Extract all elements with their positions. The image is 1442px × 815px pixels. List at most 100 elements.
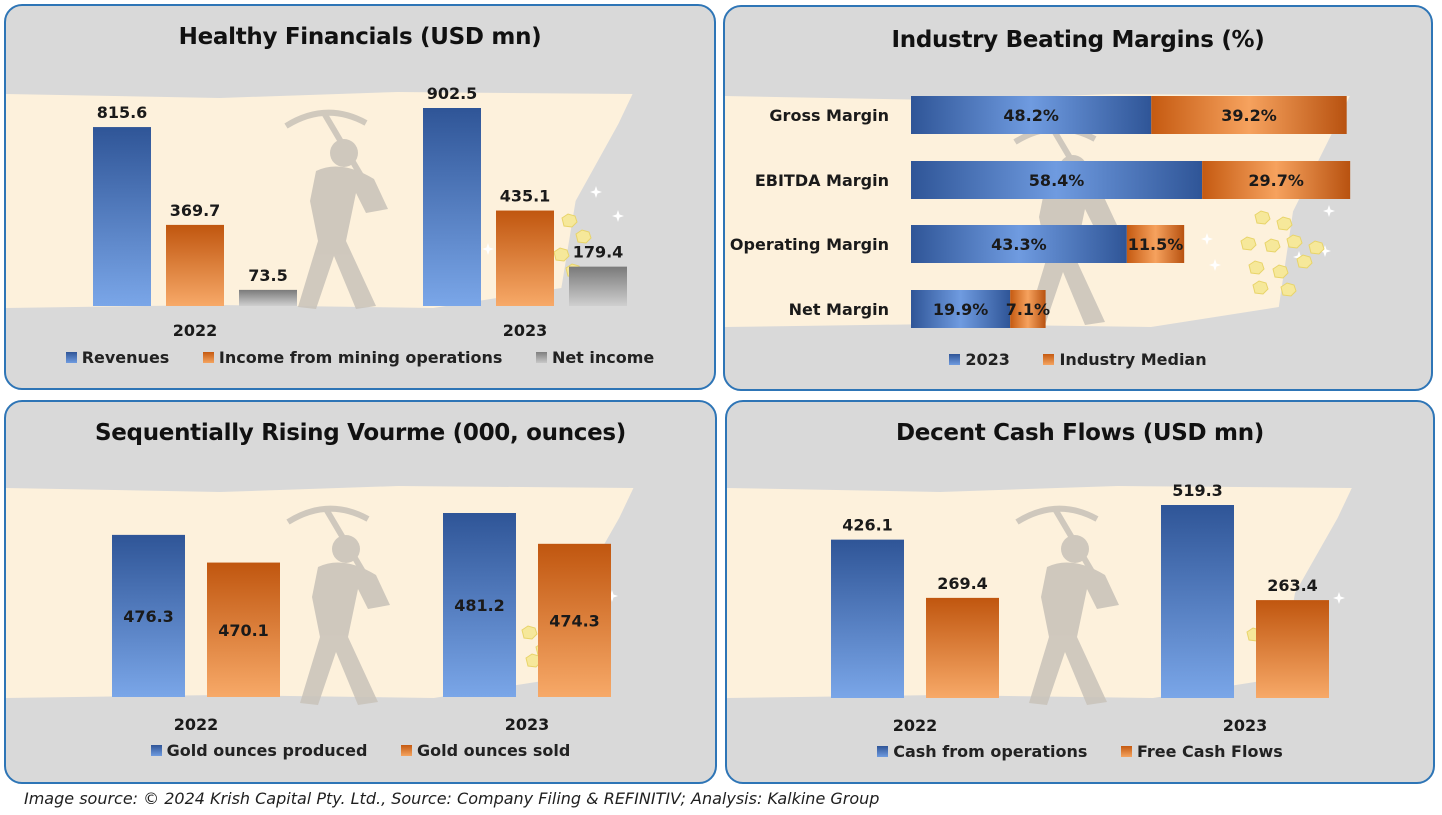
bar-gold-ounces-sold: [538, 543, 611, 697]
gold-nugget: [1252, 280, 1269, 295]
cashflows-chart: 426.1 269.4 2022 519.3 263.4 2023: [727, 481, 1352, 735]
legend-item-revenues: Revenues: [65, 348, 169, 367]
sparkle: [590, 186, 602, 198]
bar-revenues: [423, 108, 481, 306]
bar-cash-from-operations: [1161, 505, 1234, 698]
data-label: 73.5: [248, 266, 287, 285]
sparkle: [1293, 251, 1305, 263]
pickaxe-handle: [321, 111, 379, 203]
bar-free-cash-flows: [926, 597, 999, 698]
category-label: 2022: [893, 716, 938, 735]
legend-label: Cash from operations: [893, 742, 1088, 761]
gold-nugget: [1240, 236, 1257, 251]
bar-revenues: [93, 127, 151, 307]
sparkle: [606, 590, 618, 602]
gold-nugget: [1286, 234, 1303, 249]
pickaxe-handle: [323, 507, 381, 599]
margins-chart: 48.2% 39.2% Gross Margin 58.4% 29.7% EBITDA M…: [725, 94, 1351, 328]
sparkle: [1323, 205, 1335, 217]
data-label: 476.3: [123, 607, 174, 626]
category-label: 2022: [174, 715, 219, 734]
legend-label: Gold ounces sold: [417, 741, 571, 760]
category-label: EBITDA Margin: [755, 171, 889, 190]
miner-icon: [286, 505, 390, 705]
gold-nugget: [1272, 264, 1289, 279]
pickaxe-handle: [1052, 507, 1110, 599]
legend-swatch: [202, 352, 214, 363]
legend-item-net-income: Net income: [535, 348, 654, 367]
legend-label: 2023: [965, 350, 1010, 369]
bar-cash-from-operations: [831, 539, 904, 698]
bar-2023: [911, 96, 1152, 134]
miner-icon: [1015, 505, 1119, 705]
data-label: 474.3: [549, 611, 600, 630]
gold-nugget: [575, 229, 592, 244]
margins-panel: 48.2% 39.2% Gross Margin 58.4% 29.7% EBITDA M…: [723, 5, 1433, 391]
data-label: 48.2%: [1003, 106, 1059, 125]
financials-legend: Revenues Income from mining operations N…: [6, 348, 714, 367]
miner-body: [1029, 562, 1119, 705]
data-label: 11.5%: [1128, 235, 1184, 254]
data-label: 58.4%: [1029, 171, 1085, 190]
miner-body: [300, 562, 390, 705]
data-label: 426.1: [842, 516, 893, 535]
legend-label: Free Cash Flows: [1136, 742, 1283, 761]
bar-industry-median: [1151, 96, 1347, 134]
bar-2023: [911, 290, 1011, 328]
bar-industry-median: [1202, 161, 1351, 199]
cashflows-legend: Cash from operations Free Cash Flows: [727, 742, 1433, 761]
legend-item-2023: 2023: [949, 350, 1010, 369]
sparkle: [1201, 233, 1213, 245]
bar-net-income: [239, 289, 297, 306]
miner-icon: [284, 109, 388, 309]
margins-legend: 2023 Industry Median: [725, 350, 1431, 369]
category-label: Gross Margin: [769, 106, 889, 125]
legend-item-fcf: Free Cash Flows: [1120, 742, 1283, 761]
gold-nugget: [553, 247, 570, 262]
legend-label: Industry Median: [1059, 350, 1207, 369]
volume-title: Sequentially Rising Vourme (000, ounces): [94, 420, 627, 446]
volume-chart: 476.3 470.1 2022 481.2 474.3 2023: [6, 486, 634, 734]
category-label: 2023: [503, 321, 548, 340]
data-label: 29.7%: [1248, 171, 1304, 190]
legend-swatch: [535, 352, 547, 363]
bar-income-from-mining-operations: [496, 210, 554, 306]
legend-label: Gold ounces produced: [166, 741, 368, 760]
legend-swatch: [1043, 354, 1055, 365]
volume-legend: Gold ounces produced Gold ounces sold: [6, 741, 715, 760]
miner-body: [298, 166, 388, 309]
sparkle: [482, 243, 494, 255]
legend-swatch: [949, 354, 961, 365]
bar-income-from-mining-operations: [166, 224, 224, 306]
data-label: 435.1: [500, 187, 551, 206]
data-label: 815.6: [97, 103, 148, 122]
margins-title: Industry Beating Margins (%): [891, 27, 1265, 53]
gold-nugget: [521, 625, 538, 640]
category-label: 2023: [505, 715, 550, 734]
financials-panel: 815.6 369.7 73.5 2022 902.5 435.1 179.4 2023 He…: [4, 4, 716, 390]
gold-nugget: [561, 213, 578, 228]
financials-chart: 815.6 369.7 73.5 2022 902.5 435.1 179.4 2023: [6, 84, 633, 340]
gold-nugget: [1248, 260, 1265, 275]
gold-nugget: [1254, 210, 1271, 225]
bar-net-income: [569, 266, 627, 306]
bar-gold-ounces-produced: [443, 513, 516, 697]
gold-nugget: [1276, 216, 1293, 231]
bar-free-cash-flows: [1256, 600, 1329, 698]
gold-nugget: [1280, 282, 1297, 297]
legend-item-sold: Gold ounces sold: [401, 741, 570, 760]
financials-title: Healthy Financials (USD mn): [178, 24, 542, 50]
data-label: 369.7: [170, 201, 221, 220]
category-label: Net Margin: [789, 300, 889, 319]
bar-industry-median: [1126, 225, 1185, 263]
legend-item-industry-median: Industry Median: [1043, 350, 1207, 369]
data-label: 519.3: [1172, 481, 1223, 500]
legend-swatch: [877, 746, 889, 757]
bar-industry-median: [1010, 290, 1046, 328]
sparkle: [612, 210, 624, 222]
data-label: 179.4: [573, 243, 624, 262]
category-label: 2023: [1223, 716, 1268, 735]
cashflows-panel: 426.1 269.4 2022 519.3 263.4 2023 Decent Cash…: [725, 400, 1435, 784]
data-label: 263.4: [1267, 576, 1318, 595]
sparkle: [1209, 259, 1221, 271]
